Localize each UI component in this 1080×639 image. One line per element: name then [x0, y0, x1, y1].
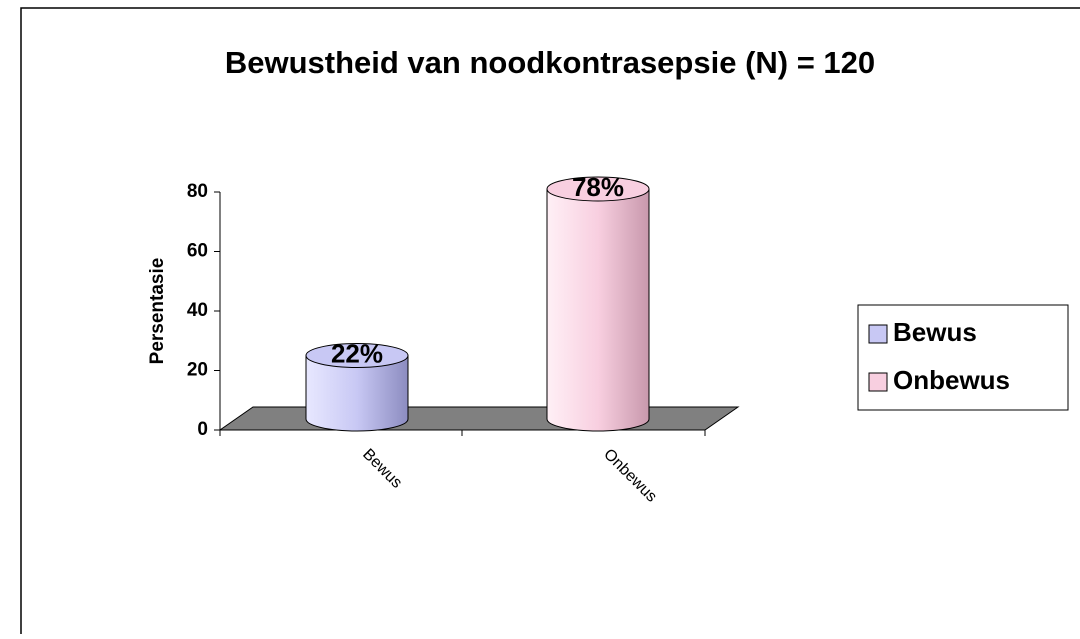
y-tick-label: 40 — [187, 300, 208, 321]
floor — [218, 406, 740, 431]
legend-swatch — [868, 324, 888, 344]
y-axis-label: Persentasie — [147, 258, 168, 365]
cylinder-body — [546, 188, 650, 432]
y-tick-label: 0 — [197, 419, 208, 440]
x-tick-label: Bewus — [359, 446, 405, 492]
cylinder-body — [305, 355, 409, 432]
value-label: 78% — [572, 172, 624, 202]
legend-label: Bewus — [893, 317, 977, 347]
value-label: 22% — [331, 338, 383, 368]
x-tick-label: Onbewus — [600, 446, 660, 506]
legend-label: Onbewus — [893, 365, 1010, 395]
cylinder-top — [305, 343, 409, 369]
y-tick-label: 80 — [187, 181, 208, 202]
legend-swatch — [868, 372, 888, 392]
cylinder-top — [546, 176, 650, 202]
legend — [857, 304, 1069, 411]
y-tick-label: 20 — [187, 360, 208, 381]
chart-title: Bewustheid van noodkontrasepsie (N) = 12… — [225, 45, 875, 80]
y-tick-label: 60 — [187, 241, 208, 262]
frame — [20, 7, 1080, 639]
